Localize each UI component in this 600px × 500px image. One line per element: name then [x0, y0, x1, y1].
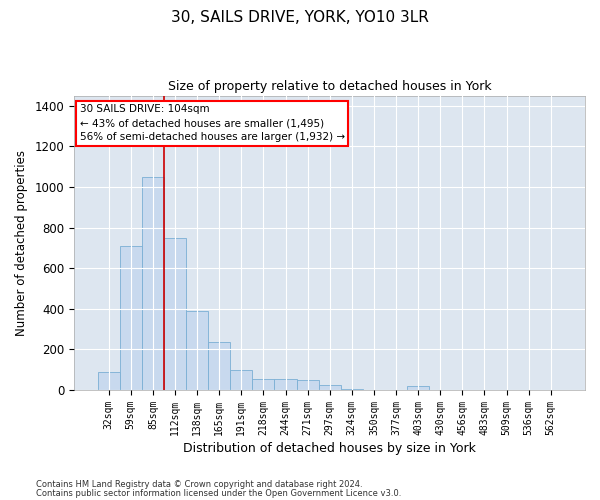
Bar — [319, 385, 341, 390]
Bar — [208, 342, 230, 390]
Bar — [186, 311, 208, 390]
Y-axis label: Number of detached properties: Number of detached properties — [15, 150, 28, 336]
Bar — [120, 246, 142, 390]
Title: Size of property relative to detached houses in York: Size of property relative to detached ho… — [168, 80, 491, 93]
Bar — [230, 370, 253, 390]
Bar — [253, 379, 274, 390]
Text: Contains HM Land Registry data © Crown copyright and database right 2024.: Contains HM Land Registry data © Crown c… — [36, 480, 362, 489]
Text: Contains public sector information licensed under the Open Government Licence v3: Contains public sector information licen… — [36, 488, 401, 498]
Bar — [341, 389, 363, 390]
Text: 30, SAILS DRIVE, YORK, YO10 3LR: 30, SAILS DRIVE, YORK, YO10 3LR — [171, 10, 429, 25]
Bar — [98, 372, 120, 390]
Bar — [407, 386, 429, 390]
Bar — [164, 238, 186, 390]
Bar — [142, 177, 164, 390]
X-axis label: Distribution of detached houses by size in York: Distribution of detached houses by size … — [183, 442, 476, 455]
Text: 30 SAILS DRIVE: 104sqm
← 43% of detached houses are smaller (1,495)
56% of semi-: 30 SAILS DRIVE: 104sqm ← 43% of detached… — [80, 104, 344, 142]
Bar — [274, 379, 296, 390]
Bar — [296, 380, 319, 390]
